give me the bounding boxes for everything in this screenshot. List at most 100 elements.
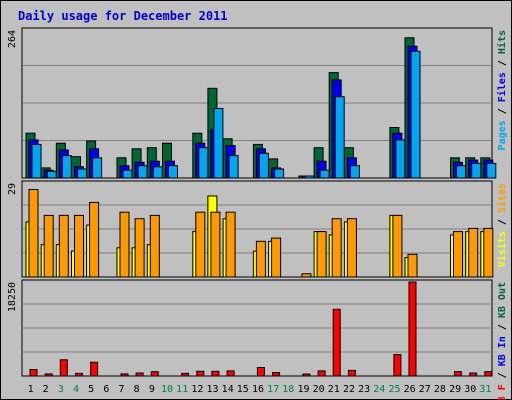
x-label-day: 11 xyxy=(176,384,188,395)
x-label-day: 10 xyxy=(161,384,173,395)
bar-pages-day-9 xyxy=(152,166,163,179)
x-label-day: 24 xyxy=(373,384,385,395)
bar-pages-day-8 xyxy=(137,165,148,179)
bar-pages-day-4 xyxy=(77,168,87,179)
bar-kb-f-day-1 xyxy=(29,369,38,377)
legend-separator: / xyxy=(497,213,508,231)
bar-sites-day-13 xyxy=(210,211,221,278)
x-label-day: 8 xyxy=(134,384,140,395)
bar-pages-day-3 xyxy=(61,155,72,179)
bar-sites-day-22 xyxy=(346,218,357,278)
bar-kb-f-day-8 xyxy=(135,372,144,377)
chart-title: Daily usage for December 2011 xyxy=(18,9,228,23)
legend-entry: Files xyxy=(496,72,508,102)
bar-kb-f-day-11 xyxy=(181,372,190,377)
x-label-day: 25 xyxy=(388,384,400,395)
panel-bottom: 18250 KB F / KB In / KB Out xyxy=(7,279,508,400)
bar-pages-day-17 xyxy=(274,168,285,179)
x-label-day: 3 xyxy=(58,384,64,395)
bar-pages-day-26 xyxy=(410,50,421,179)
bar-sites-day-17 xyxy=(271,237,282,278)
bar-sites-day-3 xyxy=(58,214,69,278)
legend-middle: Visits / Sites xyxy=(496,183,508,267)
bar-kb-f-day-12 xyxy=(196,370,205,377)
bar-pages-day-31 xyxy=(486,162,497,179)
legend-separator: / xyxy=(497,366,508,384)
bar-kb-f-day-4 xyxy=(75,372,83,377)
bar-kb-f-day-21 xyxy=(332,308,341,377)
x-label-day: 21 xyxy=(328,384,340,395)
legend-entry: Sites xyxy=(496,183,508,213)
x-label-day: 6 xyxy=(103,384,109,395)
x-label-day: 14 xyxy=(222,384,234,395)
bar-pages-day-2 xyxy=(46,170,57,179)
x-label-day: 19 xyxy=(297,384,309,395)
x-label-day: 7 xyxy=(118,384,124,395)
bar-sites-day-26 xyxy=(407,253,418,278)
bar-kb-f-day-30 xyxy=(469,372,478,377)
bar-pages-day-19 xyxy=(304,175,315,179)
bar-pages-day-21 xyxy=(334,96,345,179)
bar-kb-f-day-19 xyxy=(302,373,311,377)
bar-sites-day-2 xyxy=(43,214,54,278)
bar-sites-day-5 xyxy=(89,201,100,278)
bar-kb-f-day-26 xyxy=(408,281,417,377)
x-label-day: 20 xyxy=(313,384,325,395)
x-label-day: 2 xyxy=(43,384,49,395)
bar-kb-f-day-5 xyxy=(90,361,99,377)
legend-top: Pages / Files / Hits xyxy=(496,30,508,150)
legend-separator: / xyxy=(497,54,508,72)
x-label-day: 4 xyxy=(73,384,79,395)
bar-kb-f-day-17 xyxy=(272,372,281,377)
bar-kb-f-day-22 xyxy=(347,369,356,377)
legend-entry: KB Out xyxy=(497,282,508,318)
bar-pages-day-1 xyxy=(31,143,42,179)
x-label-day: 27 xyxy=(419,384,431,395)
x-label-day: 30 xyxy=(464,384,476,395)
x-label-day: 29 xyxy=(449,384,461,395)
bar-sites-day-19 xyxy=(301,273,312,278)
bar-kb-f-day-13 xyxy=(211,370,220,377)
bar-sites-day-1 xyxy=(28,189,39,278)
legend-bottom: KB F / KB In / KB Out xyxy=(497,282,508,400)
x-label-day: 16 xyxy=(252,384,264,395)
bar-pages-day-30 xyxy=(471,162,482,179)
x-label-day: 15 xyxy=(237,384,249,395)
bar-sites-day-8 xyxy=(134,218,145,278)
x-axis-labels: 1 2 3 4 5 6 7 8 9 10 11 12 13 14 15 16 17 18 19 20 21 22 23 24 2… xyxy=(28,384,492,395)
x-label-day: 5 xyxy=(88,384,94,395)
legend-entry: Pages xyxy=(497,120,508,150)
bar-kb-f-day-25 xyxy=(393,354,402,377)
bar-sites-day-29 xyxy=(453,231,463,278)
legend-entry: Visits xyxy=(496,231,508,267)
bar-pages-day-7 xyxy=(122,169,133,179)
x-label-day: 23 xyxy=(358,384,370,395)
bar-sites-day-16 xyxy=(255,240,266,278)
legend-entry: Hits xyxy=(496,30,508,54)
bar-sites-day-25 xyxy=(392,214,403,278)
bar-sites-day-14 xyxy=(225,211,236,278)
x-label-day: 22 xyxy=(343,384,355,395)
panel-middle: 29 Visits / Sites xyxy=(7,180,508,278)
y-max-label-top: 264 xyxy=(7,30,18,48)
x-label-day: 9 xyxy=(149,384,155,395)
x-label-day: 31 xyxy=(479,384,491,395)
bar-kb-f-day-7 xyxy=(120,373,129,377)
x-label-day: 12 xyxy=(191,384,203,395)
legend-entry: KB In xyxy=(497,336,508,366)
legend-separator: / xyxy=(497,318,508,336)
bar-pages-day-22 xyxy=(349,165,360,179)
bar-pages-day-10 xyxy=(168,165,178,179)
x-label-day: 17 xyxy=(267,384,279,395)
bar-pages-day-16 xyxy=(258,152,269,179)
bar-pages-day-14 xyxy=(228,155,239,179)
bar-kb-f-day-3 xyxy=(59,359,68,377)
bar-sites-day-4 xyxy=(74,214,84,278)
x-label-day: 26 xyxy=(404,384,416,395)
bar-kb-f-day-29 xyxy=(454,371,462,377)
bar-kb-f-day-2 xyxy=(44,373,53,377)
bar-kb-f-day-9 xyxy=(150,371,159,377)
